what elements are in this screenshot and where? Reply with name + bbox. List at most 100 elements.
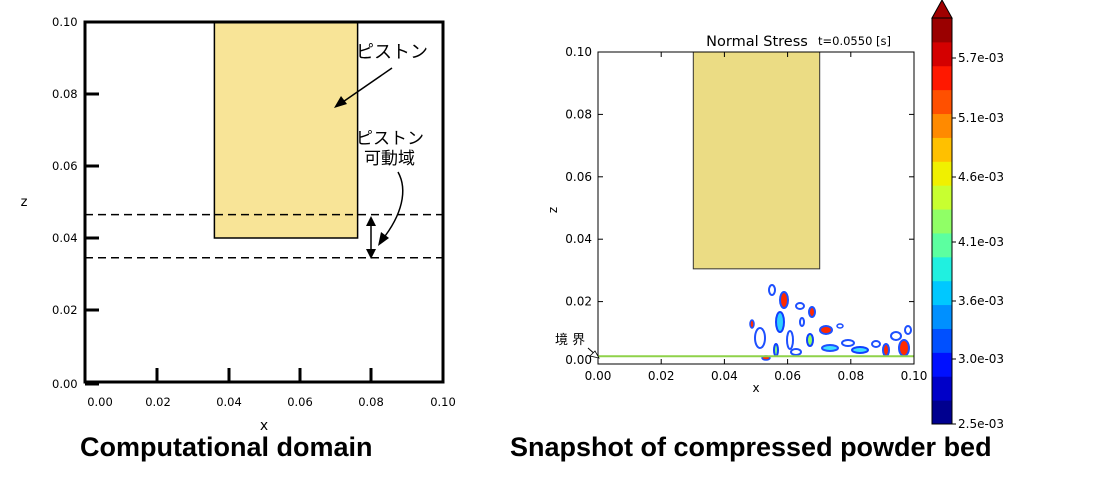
xtick-label: 0.02 <box>648 369 675 383</box>
colorbar-band <box>932 65 952 91</box>
colorbar-band <box>932 328 952 353</box>
stress-blob <box>819 325 833 335</box>
xtick-label: 0.10 <box>901 369 928 383</box>
ytick-label: 0.00 <box>565 353 592 367</box>
colorbar-frame <box>931 17 953 425</box>
colorbar-tick-label: 5.1e-03 <box>958 111 1004 125</box>
stress-blob <box>841 339 855 347</box>
right-caption: Snapshot of compressed powder bed <box>510 432 992 462</box>
colorbar-tick-label: 3.6e-03 <box>958 294 1004 308</box>
right-ylabel: z <box>546 207 560 213</box>
ytick-label: 0.10 <box>565 45 592 59</box>
right-plot-title: Normal Stress <box>706 34 808 50</box>
stress-blob <box>806 333 814 347</box>
ytick-label: 0.02 <box>52 303 78 317</box>
colorbar-band <box>932 185 952 210</box>
colorbar-band <box>932 89 952 115</box>
ytick-label: 0.00 <box>52 377 78 391</box>
colorbar-ticks: 5.7e-03 5.1e-03 4.6e-03 4.1e-03 3.6e-03 3.0e-… <box>952 51 1004 431</box>
left-axis-ticks: 0.00 0.02 0.04 0.06 0.08 0.10 0.00 0.02 0.04 0.06… <box>52 15 456 409</box>
colorbar-band <box>932 376 952 401</box>
colorbar-band <box>932 18 952 43</box>
colorbar-tick-label: 4.6e-03 <box>958 170 1004 184</box>
left-diagram: 0.00 0.02 0.04 0.06 0.08 0.10 0.00 0.02 0.04 0.06… <box>21 15 456 434</box>
colorbar-band <box>932 304 952 329</box>
time-label: t=0.0550 [s] <box>818 34 891 48</box>
xtick-label: 0.08 <box>358 395 384 409</box>
colorbar-band <box>932 280 952 306</box>
colorbar-extend-arrow <box>931 0 953 19</box>
piston-arrow-head <box>334 96 347 108</box>
colorbar-tick-label: 2.5e-03 <box>958 417 1004 431</box>
left-xlabel: x <box>260 418 268 434</box>
colorbar-band <box>932 400 952 425</box>
ytick-label: 0.02 <box>565 295 592 309</box>
xtick-label: 0.04 <box>711 369 738 383</box>
colorbar-tick-label: 4.1e-03 <box>958 235 1004 249</box>
stress-blob <box>851 346 869 354</box>
xtick-label: 0.06 <box>774 369 801 383</box>
colorbar-band <box>932 113 952 138</box>
ytick-label: 0.10 <box>52 15 78 29</box>
stress-contour-blobs <box>749 284 912 361</box>
left-plot-frame <box>83 20 445 384</box>
range-label-line2: 可動域 <box>364 149 415 169</box>
ytick-label: 0.06 <box>52 159 78 173</box>
stress-blob <box>799 317 805 327</box>
xtick-label: 0.02 <box>145 395 171 409</box>
piston-label: ピストン <box>356 42 428 63</box>
colorbar-tick-label: 3.0e-03 <box>958 352 1004 366</box>
colorbar-bands <box>931 0 953 425</box>
colorbar: 5.7e-03 5.1e-03 4.6e-03 4.1e-03 3.6e-03 3.0e-… <box>931 0 1004 431</box>
ytick-label: 0.08 <box>52 87 78 101</box>
piston-arrow <box>336 67 393 107</box>
ytick-label: 0.04 <box>52 231 78 245</box>
xtick-label: 0.10 <box>430 395 456 409</box>
xtick-label: 0.06 <box>287 395 313 409</box>
xtick-label: 0.00 <box>87 395 113 409</box>
range-curved-arrow-head <box>378 232 389 246</box>
stress-blob <box>821 344 839 352</box>
range-label-line1: ピストン <box>356 129 424 149</box>
xtick-label: 0.04 <box>216 395 242 409</box>
right-plot: Normal Stress t=0.0550 [s] <box>546 34 927 395</box>
stress-blob <box>779 291 789 309</box>
stress-blob <box>754 327 766 349</box>
stress-blob <box>775 311 785 333</box>
stress-blob <box>836 323 844 329</box>
ytick-label: 0.06 <box>565 170 592 184</box>
stress-blob <box>795 302 805 310</box>
stress-blob <box>773 343 779 357</box>
stress-blob <box>882 343 890 357</box>
xtick-label: 0.08 <box>837 369 864 383</box>
left-ylabel: z <box>21 195 28 210</box>
piston-rect <box>213 21 359 239</box>
colorbar-band <box>932 41 952 67</box>
xtick-label: 0.00 <box>585 369 612 383</box>
stress-blob <box>768 284 776 296</box>
right-plot-frame <box>597 51 915 365</box>
stress-blob <box>749 319 755 329</box>
ytick-label: 0.04 <box>565 232 592 246</box>
stress-blob <box>871 340 881 348</box>
colorbar-band <box>932 137 952 162</box>
range-double-arrow-bottom <box>366 249 376 259</box>
colorbar-band <box>932 256 952 282</box>
right-axis-ticks: 0.00 0.02 0.04 0.06 0.08 0.10 0.00 0.02 0.04 0.06… <box>565 45 927 383</box>
stress-blob <box>790 348 802 356</box>
range-curved-arrow <box>381 171 404 241</box>
colorbar-band <box>932 161 952 186</box>
range-double-arrow-top <box>366 216 376 226</box>
colorbar-band <box>932 209 952 234</box>
stress-blob <box>786 330 794 350</box>
piston-rect <box>692 51 821 270</box>
boundary-label: 境 界 <box>555 333 585 348</box>
colorbar-tick-label: 5.7e-03 <box>958 51 1004 65</box>
stress-blob <box>904 325 912 335</box>
colorbar-band <box>932 352 952 377</box>
stress-blob <box>808 306 816 318</box>
ytick-label: 0.08 <box>565 107 592 121</box>
boundary-arrow-head <box>589 350 600 359</box>
left-caption: Computational domain <box>80 432 373 462</box>
